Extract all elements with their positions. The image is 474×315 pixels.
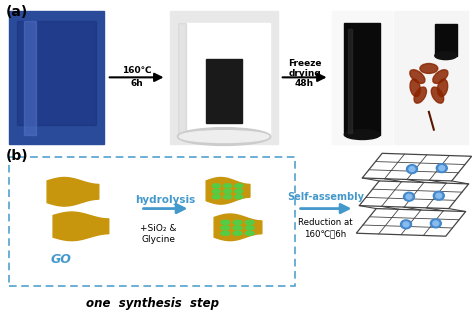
- Text: one  synthesis  step: one synthesis step: [86, 297, 219, 310]
- Ellipse shape: [438, 79, 448, 97]
- Ellipse shape: [345, 130, 380, 140]
- Text: 6h: 6h: [130, 79, 143, 88]
- Ellipse shape: [430, 219, 441, 228]
- Text: 48h: 48h: [295, 79, 314, 88]
- Text: GO: GO: [51, 253, 72, 266]
- Ellipse shape: [433, 70, 448, 83]
- Text: Reduction at
160℃，6h: Reduction at 160℃，6h: [298, 218, 353, 238]
- Text: 160℃: 160℃: [122, 66, 151, 75]
- Ellipse shape: [439, 166, 445, 171]
- Bar: [9, 11, 104, 145]
- Ellipse shape: [224, 189, 232, 193]
- Ellipse shape: [433, 221, 439, 226]
- Ellipse shape: [212, 195, 220, 199]
- Ellipse shape: [235, 195, 243, 199]
- Bar: [348, 29, 352, 133]
- FancyBboxPatch shape: [9, 157, 295, 285]
- Ellipse shape: [221, 220, 230, 224]
- Polygon shape: [206, 177, 250, 204]
- Ellipse shape: [233, 226, 242, 230]
- Text: hydrolysis: hydrolysis: [135, 195, 196, 205]
- Ellipse shape: [221, 226, 230, 230]
- Ellipse shape: [410, 70, 425, 83]
- Ellipse shape: [224, 184, 232, 188]
- Ellipse shape: [246, 226, 254, 230]
- Ellipse shape: [233, 220, 242, 224]
- Bar: [170, 11, 278, 145]
- Ellipse shape: [177, 128, 271, 146]
- Text: +SiO₂ &
Glycine: +SiO₂ & Glycine: [140, 224, 177, 244]
- Ellipse shape: [403, 192, 414, 201]
- Ellipse shape: [212, 184, 220, 188]
- Bar: [435, 24, 457, 56]
- Ellipse shape: [403, 222, 409, 227]
- Polygon shape: [214, 214, 262, 241]
- Ellipse shape: [435, 52, 457, 60]
- Ellipse shape: [246, 220, 254, 224]
- Ellipse shape: [179, 131, 269, 142]
- Ellipse shape: [221, 231, 230, 235]
- Ellipse shape: [431, 87, 444, 103]
- Ellipse shape: [409, 167, 415, 172]
- Ellipse shape: [401, 220, 411, 229]
- Ellipse shape: [407, 165, 418, 174]
- Ellipse shape: [406, 194, 412, 199]
- Text: (a): (a): [5, 5, 27, 19]
- Text: Self-assembly: Self-assembly: [287, 192, 364, 202]
- Bar: [178, 23, 186, 136]
- Ellipse shape: [436, 193, 442, 198]
- Bar: [24, 21, 36, 135]
- Ellipse shape: [246, 231, 254, 235]
- Ellipse shape: [420, 64, 438, 73]
- Ellipse shape: [224, 195, 232, 199]
- Ellipse shape: [410, 79, 420, 97]
- Polygon shape: [47, 177, 99, 206]
- Ellipse shape: [233, 231, 242, 235]
- Bar: [394, 11, 468, 145]
- Bar: [178, 23, 270, 136]
- Bar: [332, 11, 392, 145]
- Ellipse shape: [212, 189, 220, 193]
- Text: (b): (b): [5, 149, 28, 163]
- Bar: [206, 59, 242, 123]
- Ellipse shape: [414, 87, 427, 103]
- Ellipse shape: [437, 164, 447, 173]
- Bar: [17, 21, 96, 125]
- Ellipse shape: [433, 191, 444, 200]
- Text: Freeze
drying: Freeze drying: [288, 59, 321, 78]
- Ellipse shape: [235, 189, 243, 193]
- Polygon shape: [53, 212, 109, 241]
- Ellipse shape: [235, 184, 243, 188]
- Bar: [345, 23, 380, 135]
